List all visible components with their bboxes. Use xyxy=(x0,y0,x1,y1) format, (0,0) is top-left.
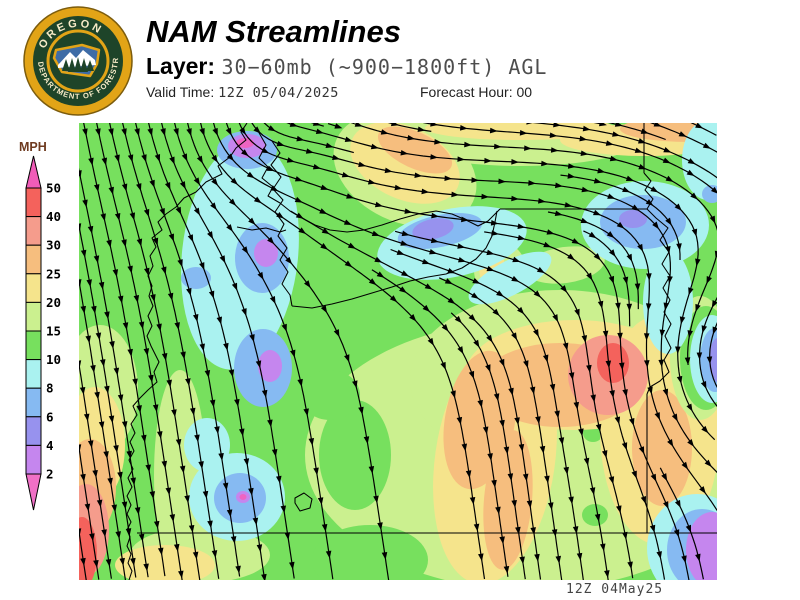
river-mid xyxy=(291,210,498,309)
svg-text:50: 50 xyxy=(46,181,61,196)
svg-text:15: 15 xyxy=(46,324,61,339)
odf-logo: OREGON DEPARTMENT OF FORESTRY xyxy=(22,5,133,116)
time-line: Valid Time: 12Z 05/04/2025 Forecast Hour… xyxy=(146,84,796,102)
timestamp: 12Z 04May25 xyxy=(566,582,664,597)
svg-text:20: 20 xyxy=(46,295,61,310)
svg-text:25: 25 xyxy=(46,266,61,281)
columbia xyxy=(257,130,501,233)
logo-oregon-emblem xyxy=(52,43,101,78)
svg-text:6: 6 xyxy=(46,409,54,424)
streamline-arrowheads xyxy=(79,123,717,580)
valid-time-value: 12Z 05/04/2025 xyxy=(218,85,339,101)
page-title: NAM Streamlines xyxy=(146,14,401,49)
svg-text:30: 30 xyxy=(46,238,61,253)
valid-time-label: Valid Time: xyxy=(146,84,215,100)
coast xyxy=(126,123,248,580)
river-branch xyxy=(236,226,287,233)
header: NAM Streamlines Layer: 30−60mb (~900−180… xyxy=(146,0,796,102)
layer-line: Layer: 30−60mb (~900−1800ft) AGL xyxy=(146,53,796,80)
svg-text:10: 10 xyxy=(46,352,61,367)
lake xyxy=(294,492,313,512)
layer-value: 30−60mb (~900−1800ft) AGL xyxy=(221,55,548,79)
trees-icon xyxy=(62,57,94,72)
wind-speed-legend: MPH 50 40 30 25 20 15 10 8 6 4 2 xyxy=(19,140,61,511)
forecast-hour: Forecast Hour: 00 xyxy=(420,84,532,100)
svg-text:MPH: MPH xyxy=(19,140,47,154)
svg-text:40: 40 xyxy=(46,209,61,224)
svg-text:8: 8 xyxy=(46,381,54,396)
forecast-hour-label: Forecast Hour: xyxy=(420,84,513,100)
svg-text:2: 2 xyxy=(46,467,54,482)
legend-arrow-bottom xyxy=(25,473,42,511)
forecast-hour-value: 00 xyxy=(516,84,533,100)
river-west xyxy=(270,140,293,307)
legend-arrow-top xyxy=(25,155,42,189)
svg-text:4: 4 xyxy=(46,438,54,453)
layer-label: Layer: xyxy=(146,53,216,79)
